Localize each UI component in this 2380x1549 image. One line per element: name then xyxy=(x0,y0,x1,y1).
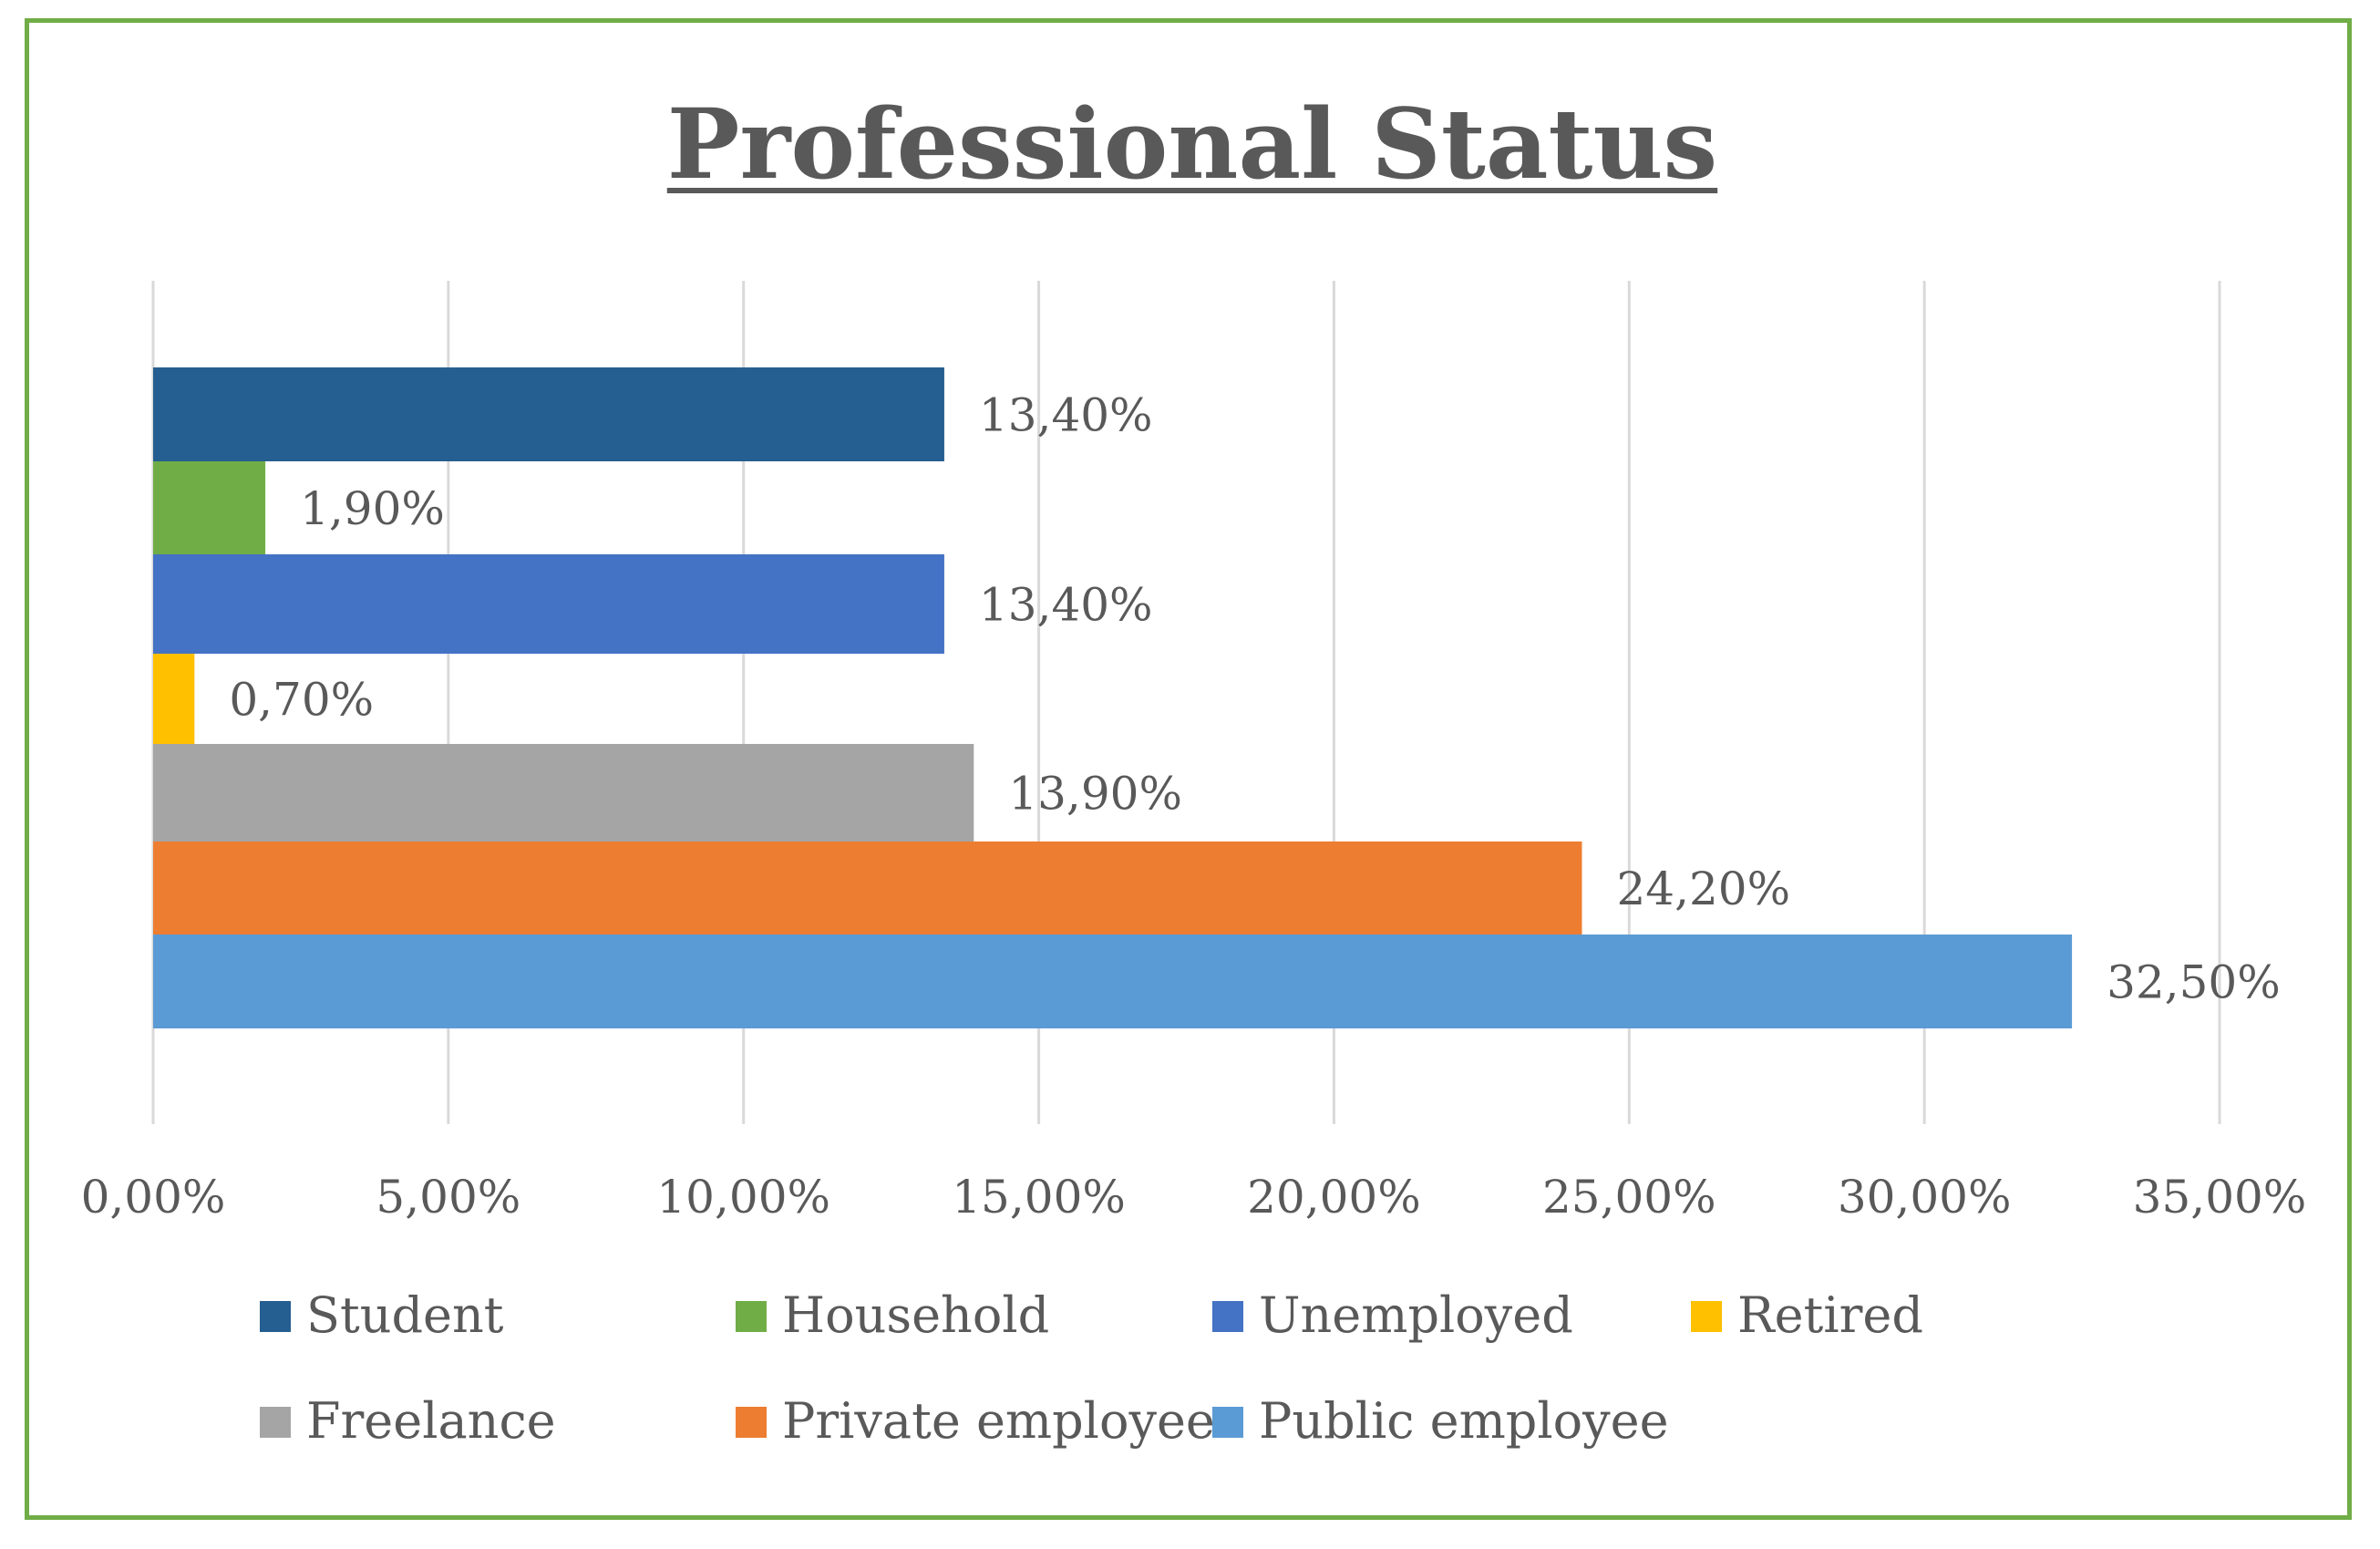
x-tick-label: 5,00% xyxy=(376,1171,520,1224)
bar-student xyxy=(153,367,944,461)
legend-swatch xyxy=(260,1301,291,1332)
data-label-public-employee: 32,50% xyxy=(2107,956,2281,1009)
legend-swatch xyxy=(260,1407,291,1438)
x-tick-label: 0,00% xyxy=(81,1171,226,1224)
legend-label: Public employee xyxy=(1259,1392,1669,1450)
data-label-retired: 0,70% xyxy=(229,674,374,727)
legend-swatch xyxy=(736,1407,767,1438)
data-label-household: 1,90% xyxy=(300,482,445,535)
x-tick-label: 35,00% xyxy=(2133,1171,2307,1224)
legend-label: Retired xyxy=(1737,1286,1923,1344)
bar-household xyxy=(153,461,266,554)
bars xyxy=(153,367,2073,1028)
legend-item-household: Household xyxy=(736,1286,1049,1344)
legend: Student Household Unemployed Retired Freelan… xyxy=(260,1286,1923,1450)
legend-item-retired: Retired xyxy=(1691,1286,1923,1344)
data-label-private-employee: 24,20% xyxy=(1616,862,1790,915)
x-tick-label: 25,00% xyxy=(1542,1171,1716,1224)
legend-label: Student xyxy=(306,1286,504,1344)
x-tick-label: 15,00% xyxy=(952,1171,1126,1224)
legend-swatch xyxy=(1691,1301,1722,1332)
legend-label: Freelance xyxy=(306,1392,556,1450)
bar-freelance xyxy=(153,744,974,842)
chart-title: Professional Status xyxy=(667,87,1717,201)
legend-item-private-employee: Private employee xyxy=(736,1392,1215,1450)
bar-unemployed xyxy=(153,554,944,654)
legend-swatch xyxy=(1212,1301,1243,1332)
x-tick-label: 10,00% xyxy=(656,1171,830,1224)
chart-frame: Professional Status 13,40% 1,90% 13,40% 0,7… xyxy=(25,18,2352,1520)
x-tick-label: 20,00% xyxy=(1247,1171,1421,1224)
legend-item-unemployed: Unemployed xyxy=(1212,1286,1573,1344)
legend-label: Unemployed xyxy=(1259,1286,1573,1344)
legend-label: Private employee xyxy=(782,1392,1215,1450)
bar-retired xyxy=(153,654,195,744)
legend-item-freelance: Freelance xyxy=(260,1392,556,1450)
legend-swatch xyxy=(1212,1407,1243,1438)
legend-swatch xyxy=(736,1301,767,1332)
chart-svg: Professional Status 13,40% 1,90% 13,40% 0,7… xyxy=(81,87,2307,1450)
x-axis-ticks: 0,00% 5,00% 10,00% 15,00% 20,00% 25,00% 30,00%… xyxy=(81,1171,2307,1224)
data-label-student: 13,40% xyxy=(979,389,1153,442)
data-label-freelance: 13,90% xyxy=(1008,768,1182,821)
bar-public-employee xyxy=(153,935,2073,1028)
legend-label: Household xyxy=(782,1286,1049,1344)
x-tick-label: 30,00% xyxy=(1838,1171,2012,1224)
legend-item-public-employee: Public employee xyxy=(1212,1392,1669,1450)
bar-private-employee xyxy=(153,842,1582,935)
data-label-unemployed: 13,40% xyxy=(979,579,1153,632)
chart-title-group: Professional Status xyxy=(666,87,1718,201)
data-labels: 13,40% 1,90% 13,40% 0,70% 13,90% 24,20% 32,50% xyxy=(229,389,2280,1009)
legend-item-student: Student xyxy=(260,1286,504,1344)
